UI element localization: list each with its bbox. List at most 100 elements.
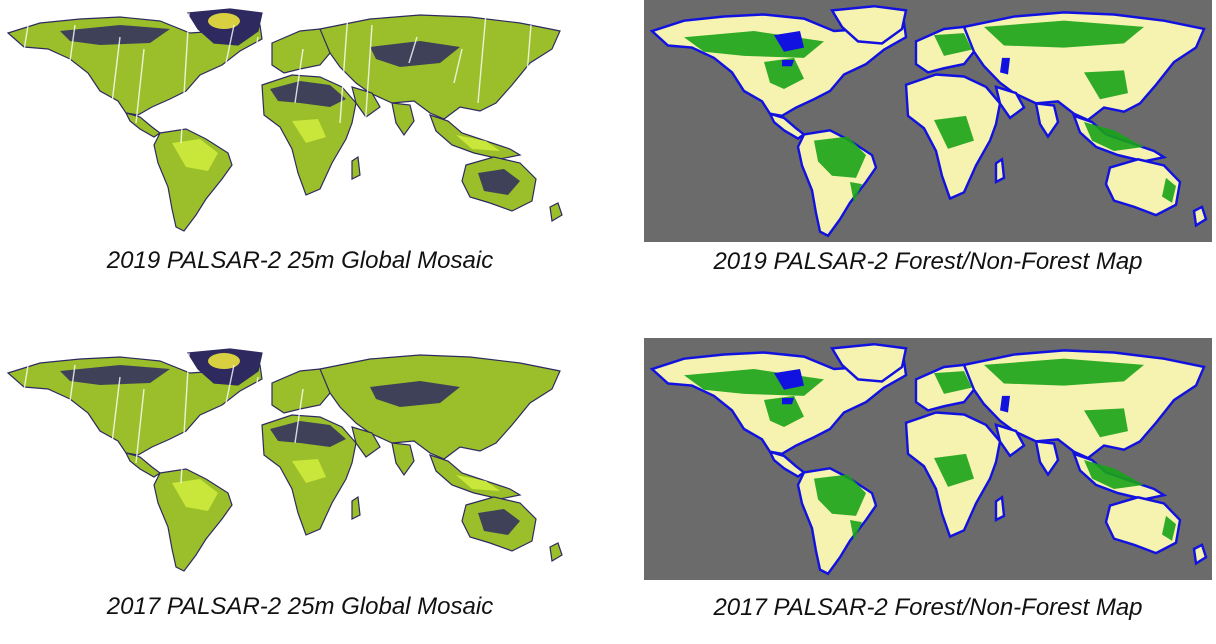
continent-central-america [767,111,807,141]
water-great-lakes [782,397,794,405]
bright-region-congo [292,119,326,143]
fnf-2017-map [644,338,1212,580]
swath-gap [408,36,418,64]
swath-gap [339,12,349,124]
continent-asia [319,14,561,120]
forest-eastern-us [764,57,804,89]
continent-arabia [994,423,1026,458]
dark-region-australia-interior [478,169,520,195]
swath-gap [21,12,31,64]
forest-siberia [984,20,1144,48]
fnf-2017-caption: 2017 PALSAR-2 Forest/Non-Forest Map [713,594,1143,621]
continent-southeast-asia [428,454,522,500]
continent-asia [319,354,561,460]
forest-australia-east [1162,177,1176,203]
swath-gap [225,24,235,64]
continent-north-america [6,356,263,456]
swath-gap [225,364,235,404]
swath-gap [249,376,259,424]
forest-atlantic-forest [850,520,862,541]
dark-region-north-america-north [60,365,170,385]
continent-australia [1104,157,1182,217]
continent-europe [271,28,341,74]
mosaic-2017-caption: 2017 PALSAR-2 25m Global Mosaic [106,593,494,620]
forest-atlantic-forest [850,182,862,203]
continent-india [391,102,415,137]
continent-central-america [767,449,807,479]
swath-gap [66,364,76,424]
mosaic-2017-panel: 2017 PALSAR-2 25m Global Mosaic [0,343,600,633]
forest-china-forest [1084,408,1128,438]
fnf-2019-caption: 2019 PALSAR-2 Forest/Non-Forest Map [713,248,1143,275]
swath-gap [294,388,304,444]
swath-gap [111,36,121,104]
water-great-lakes [782,59,794,67]
continent-madagascar [351,155,361,180]
forest-siberia [984,358,1144,386]
forest-eastern-us [764,395,804,427]
swath-gap [249,36,259,84]
dark-region-central-asia [370,381,460,407]
mosaic-2019-panel: 2019 PALSAR-2 25m Global Mosaic [0,3,600,293]
bright-region-congo [292,459,326,483]
continent-australia [1104,495,1182,555]
continent-arabia [994,85,1026,120]
fnf-2019-panel: 2019 PALSAR-2 Forest/Non-Forest Map [644,0,1212,290]
continent-arabia [351,86,381,118]
continent-europe [271,368,341,414]
ice-cap-greenland [208,13,240,29]
mosaic-2019-caption: 2019 PALSAR-2 25m Global Mosaic [106,247,494,274]
continent-madagascar [994,157,1006,185]
water-hudson-bay [774,369,804,390]
forest-southeast-asia [1084,122,1144,151]
swath-gap [111,376,121,444]
continent-southeast-asia [428,114,522,160]
bright-region-amazon [172,479,218,511]
forest-europe-forest [934,371,972,394]
swath-gap [135,388,145,464]
dark-region-sahara [270,81,346,107]
continent-new-zealand [1192,543,1208,566]
fnf-2017-panel: 2017 PALSAR-2 Forest/Non-Forest Map [644,338,1212,638]
continent-madagascar [994,495,1006,523]
mosaic-2017-map [0,343,568,577]
forest-southeast-asia [1084,460,1144,489]
continent-india [1034,439,1060,477]
continent-north-america [6,16,263,116]
dark-region-sahara [270,421,346,447]
swath-gap [453,48,463,84]
swath-gap [294,48,304,104]
continent-central-america [124,452,162,478]
continent-new-zealand [549,542,563,562]
swath-gap [21,352,31,404]
water-caspian [1000,57,1010,75]
dark-region-australia-interior [478,509,520,535]
dark-region-north-america-north [60,25,170,45]
swath-gap [477,12,487,104]
forest-amazon [814,136,866,178]
forest-china-forest [1084,70,1128,100]
forest-australia-east [1162,515,1176,541]
continent-madagascar [351,495,361,520]
continent-arabia [351,426,381,458]
continent-greenland [829,342,908,383]
mosaic-2019-map [0,3,568,237]
bright-region-amazon [172,139,218,171]
continent-greenland [829,4,908,45]
swath-gap [66,24,76,84]
bright-region-indonesia [456,475,500,491]
ice-cap-greenland [208,353,240,369]
swath-gap [135,48,145,124]
dark-region-central-asia [370,41,460,67]
water-hudson-bay [774,31,804,52]
continent-india [1034,101,1060,139]
continent-central-america [124,112,162,138]
swath-gap [522,24,532,124]
forest-europe-forest [934,33,972,56]
forest-congo [934,453,974,487]
fnf-2019-map [644,0,1212,242]
continent-new-zealand [1192,205,1208,228]
swath-gap [363,24,373,144]
bright-region-indonesia [456,135,500,151]
continent-india [391,442,415,477]
